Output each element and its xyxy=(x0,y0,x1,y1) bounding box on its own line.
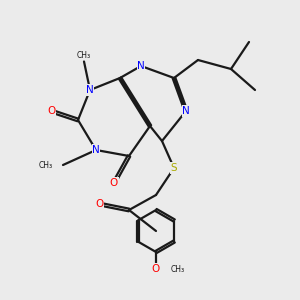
Text: CH₃: CH₃ xyxy=(77,51,91,60)
Text: O: O xyxy=(47,106,55,116)
Text: CH₃: CH₃ xyxy=(38,160,52,169)
Text: O: O xyxy=(152,263,160,274)
Text: N: N xyxy=(182,106,190,116)
Text: O: O xyxy=(110,178,118,188)
Text: CH₃: CH₃ xyxy=(171,266,185,274)
Text: O: O xyxy=(95,199,103,209)
Text: N: N xyxy=(86,85,94,95)
Text: N: N xyxy=(92,145,100,155)
Text: S: S xyxy=(171,163,177,173)
Text: N: N xyxy=(137,61,145,71)
